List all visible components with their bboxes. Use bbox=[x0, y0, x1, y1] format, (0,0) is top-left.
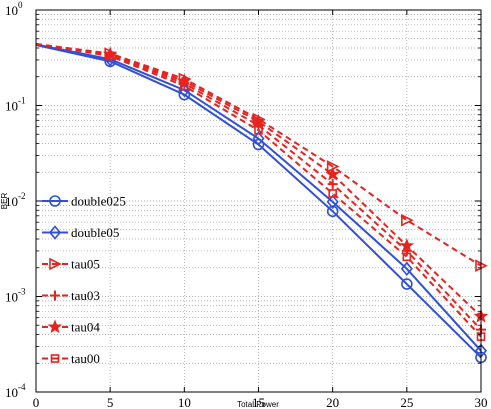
legend-label: tau04 bbox=[71, 320, 100, 335]
marker-shape bbox=[105, 51, 115, 61]
marker-star bbox=[325, 166, 340, 181]
series-layer bbox=[35, 43, 489, 364]
marker-star bbox=[47, 319, 63, 334]
marker-circle bbox=[49, 195, 61, 207]
marker-star bbox=[399, 238, 415, 252]
marker-square bbox=[328, 189, 337, 198]
marker-diamond bbox=[48, 225, 62, 240]
marker-shape bbox=[177, 73, 192, 88]
legend-label: tau05 bbox=[71, 257, 100, 272]
marker-shape bbox=[326, 205, 339, 218]
y-tick-label: 10-3 bbox=[5, 287, 26, 305]
y-tick-label: 100 bbox=[5, 0, 23, 18]
x-tick-label: 20 bbox=[326, 395, 339, 409]
x-axis-label: Total Power bbox=[237, 400, 279, 409]
marker-shape bbox=[47, 319, 63, 334]
marker-shape bbox=[328, 189, 337, 198]
legend-label: tau00 bbox=[71, 351, 100, 366]
y-tick-label: 10-2 bbox=[5, 191, 26, 209]
marker-circle bbox=[401, 278, 413, 290]
marker-triangle-right bbox=[49, 257, 62, 271]
marker-shape bbox=[399, 238, 415, 252]
marker-shape bbox=[50, 290, 60, 301]
marker-shape bbox=[327, 179, 338, 190]
marker-shape bbox=[400, 261, 413, 277]
marker-square bbox=[180, 81, 189, 91]
marker-circle bbox=[326, 205, 339, 218]
legend-item-tau04: tau04 bbox=[42, 319, 100, 335]
marker-shape bbox=[401, 213, 414, 227]
legend-item-double05: double05 bbox=[42, 225, 119, 240]
marker-square bbox=[402, 252, 412, 262]
marker-star bbox=[251, 113, 266, 128]
legend-label: double05 bbox=[71, 225, 119, 240]
marker-shape bbox=[251, 113, 266, 128]
axis-ticks: 0 5 10 15 20 25 30 10-4 10-3 10-2 10-1 100 bbox=[5, 0, 488, 409]
x-tick-label: 25 bbox=[400, 395, 413, 409]
marker-shape bbox=[401, 278, 413, 290]
marker-plus bbox=[327, 179, 338, 190]
x-tick-label: 15 bbox=[252, 395, 265, 409]
legend-label: tau03 bbox=[71, 288, 100, 303]
marker-shape bbox=[49, 195, 61, 207]
marker-shape bbox=[254, 125, 263, 135]
marker-diamond bbox=[326, 194, 339, 210]
y-tick-label: 10-1 bbox=[5, 96, 26, 114]
legend-item-double025: double025 bbox=[42, 194, 126, 209]
x-tick-label: 10 bbox=[178, 395, 191, 409]
x-tick-label: 30 bbox=[475, 395, 488, 409]
marker-star bbox=[177, 73, 192, 88]
marker-shape bbox=[252, 131, 265, 146]
legend: double025 double05 tau05 tau03 tau04 tau00 bbox=[42, 194, 126, 366]
marker-shape bbox=[50, 354, 60, 363]
marker-shape bbox=[325, 166, 340, 181]
x-tick-label: 0 bbox=[33, 395, 40, 409]
marker-shape bbox=[180, 81, 189, 91]
marker-plus bbox=[50, 290, 60, 301]
marker-shape bbox=[49, 257, 62, 271]
marker-diamond bbox=[400, 261, 413, 277]
marker-shape bbox=[402, 252, 412, 262]
series-line bbox=[35, 43, 482, 338]
marker-triangle-right bbox=[401, 213, 414, 227]
marker-diamond bbox=[252, 131, 265, 146]
x-tick-label: 5 bbox=[107, 395, 114, 409]
legend-item-tau03: tau03 bbox=[42, 288, 100, 303]
legend-label: double025 bbox=[71, 194, 126, 209]
marker-shape bbox=[326, 194, 339, 210]
marker-square bbox=[105, 51, 115, 61]
legend-item-tau05: tau05 bbox=[42, 257, 100, 272]
marker-shape bbox=[48, 225, 62, 240]
legend-item-tau00: tau00 bbox=[42, 351, 100, 366]
marker-square bbox=[254, 125, 263, 135]
y-tick-label: 10-4 bbox=[5, 382, 26, 400]
marker-square bbox=[50, 354, 60, 363]
y-axis-label: BER bbox=[0, 193, 9, 210]
